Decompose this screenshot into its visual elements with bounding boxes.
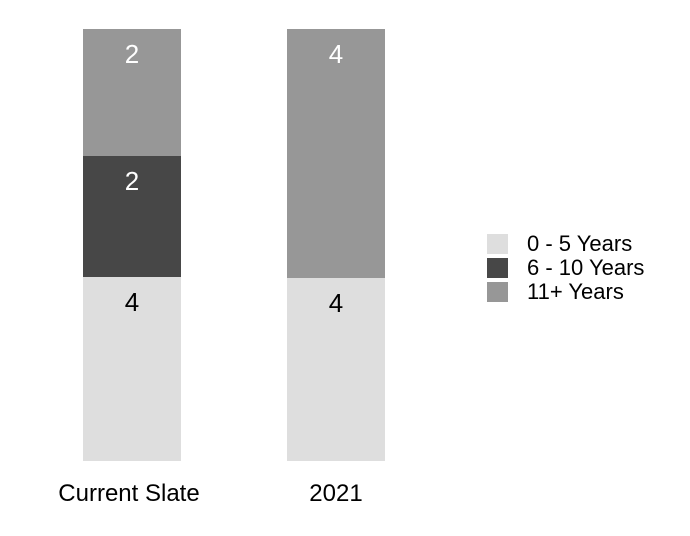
segment-value-label: 2 bbox=[124, 39, 140, 69]
segment-value-label: 4 bbox=[124, 287, 140, 317]
bar-segment: 2 bbox=[83, 156, 181, 277]
category-label-2021: 2021 bbox=[309, 480, 363, 507]
legend-label: 0 - 5 Years bbox=[527, 231, 633, 256]
legend-label: 6 - 10 Years bbox=[527, 255, 645, 280]
bar-current-slate: 2 2 4 bbox=[83, 29, 181, 461]
legend: 0 - 5 Years 6 - 10 Years 11+ Years bbox=[487, 231, 645, 306]
legend-swatch bbox=[487, 282, 508, 302]
legend-item: 11+ Years bbox=[487, 279, 644, 304]
segment-value-label: 2 bbox=[124, 166, 140, 196]
bar-segment: 4 bbox=[287, 29, 385, 278]
legend-swatch bbox=[487, 234, 508, 254]
bar-segment: 4 bbox=[83, 277, 181, 461]
legend-label: 11+ Years bbox=[527, 279, 624, 304]
bar-segment: 2 bbox=[83, 29, 181, 156]
segment-value-label: 4 bbox=[328, 39, 344, 69]
segment-value-label: 4 bbox=[328, 288, 344, 318]
category-label-current-slate: Current Slate bbox=[58, 480, 200, 507]
legend-swatch bbox=[487, 258, 508, 278]
bar-segment: 4 bbox=[287, 278, 385, 461]
legend-item: 0 - 5 Years bbox=[487, 231, 644, 256]
legend-item: 6 - 10 Years bbox=[487, 255, 645, 280]
